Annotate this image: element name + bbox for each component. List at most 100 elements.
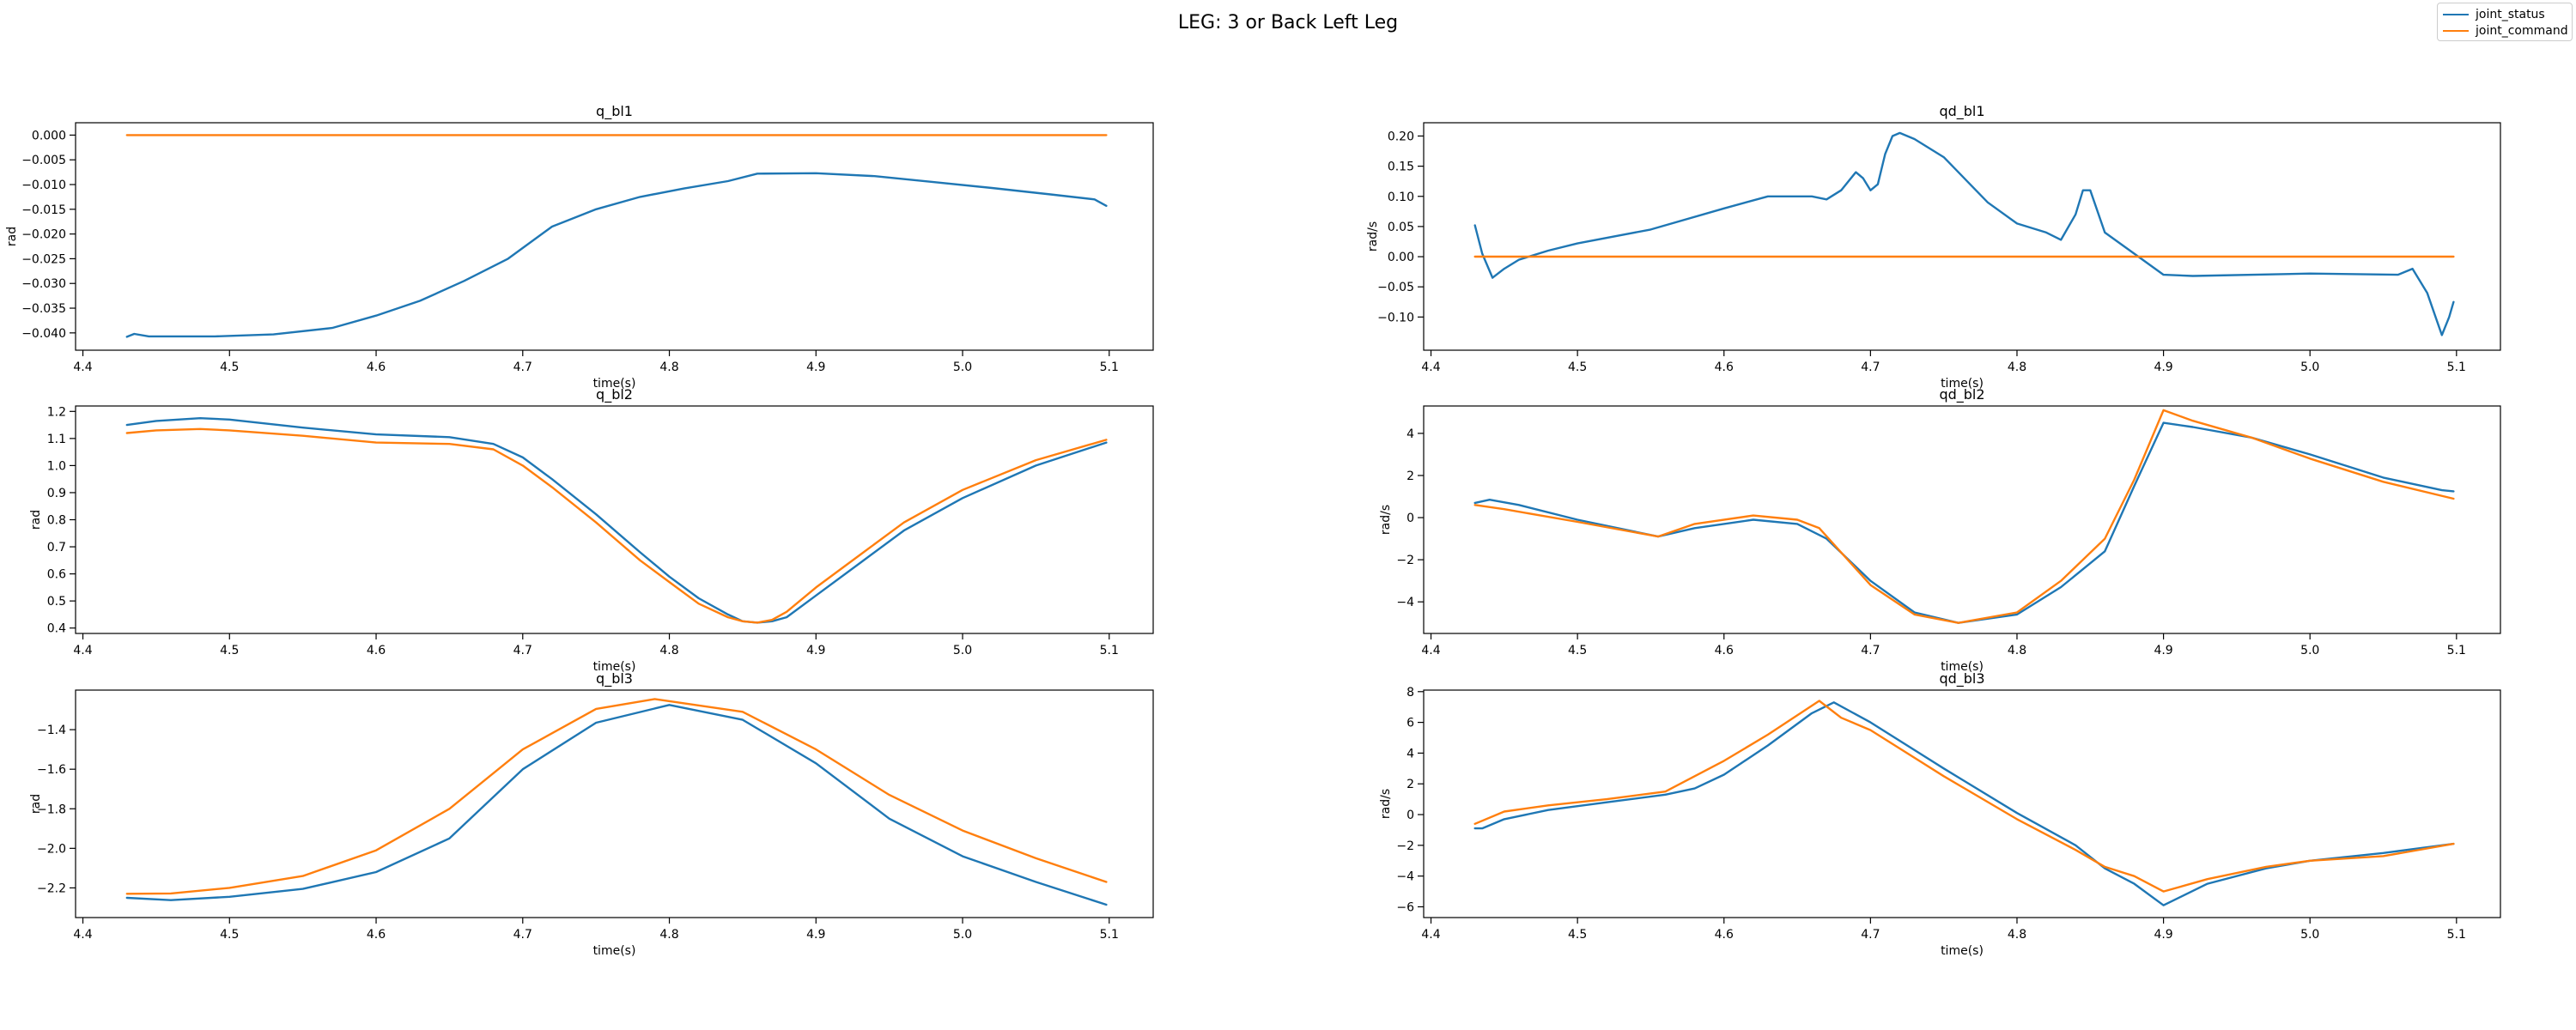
axes-frame-q-bl2 (75, 405, 1154, 634)
y-tick-label: −4 (1396, 870, 1414, 884)
series-line-joint-status-qd-bl3 (1473, 701, 2455, 906)
x-tick-label: 4.6 (367, 644, 386, 657)
y-tick-label: 0.20 (1388, 130, 1414, 143)
subplot-title-qd-bl2: qd_bl2 (1939, 386, 1984, 403)
y-axis-label-qd-bl1: rad/s (1366, 221, 1380, 251)
legend-line-joint-status (2443, 14, 2469, 15)
x-tick-label: 4.7 (513, 360, 532, 374)
x-tick-label: 4.8 (659, 360, 678, 374)
y-axis-label-q-bl3: rad (29, 794, 43, 814)
y-tick-label: 0.5 (47, 595, 66, 609)
y-tick-label: 6 (1406, 717, 1414, 730)
series-line-joint-status-qd-bl1 (1473, 131, 2455, 336)
subplot-title-q-bl1: q_bl1 (596, 103, 633, 120)
x-tick-label: 4.9 (806, 644, 825, 657)
x-tick-label: 4.5 (1568, 360, 1587, 374)
y-tick-label: 4 (1406, 427, 1414, 441)
x-tick-label: 4.9 (2154, 360, 2172, 374)
x-tick-label: 4.7 (1861, 360, 1880, 374)
x-tick-label: 4.8 (2008, 928, 2026, 942)
x-tick-label: 4.9 (806, 928, 825, 942)
axes-frame-q-bl3 (75, 689, 1154, 918)
y-tick-label: −0.015 (21, 203, 66, 217)
legend-entry-joint-status: joint_status (2443, 7, 2545, 22)
series-line-joint-command-qd-bl3 (1473, 700, 2455, 893)
legend-entry-joint-command: joint_command (2443, 23, 2568, 39)
x-tick-label: 5.0 (2300, 360, 2319, 374)
x-tick-label: 4.4 (73, 928, 92, 942)
y-tick-label: 0 (1406, 809, 1414, 822)
x-tick-label: 4.9 (2154, 644, 2172, 657)
y-tick-label: 0.7 (47, 541, 66, 554)
x-tick-label: 4.6 (367, 928, 386, 942)
x-tick-label: 4.5 (1568, 644, 1587, 657)
x-tick-label: 4.9 (806, 360, 825, 374)
x-tick-label: 4.6 (367, 360, 386, 374)
subplot-title-q-bl2: q_bl2 (596, 386, 633, 403)
axes-frame-qd-bl2 (1423, 405, 2501, 634)
x-tick-label: 4.6 (1715, 928, 1734, 942)
y-tick-label: −1.6 (37, 763, 66, 777)
y-tick-label: 0.6 (47, 568, 66, 582)
x-axis-label-qd-bl2: time(s) (1941, 660, 1984, 674)
y-tick-label: −0.05 (1377, 281, 1414, 294)
axes-frame-qd-bl1 (1423, 122, 2501, 351)
x-tick-label: 4.4 (1421, 928, 1440, 942)
y-tick-label: −0.010 (21, 179, 66, 192)
x-tick-label: 5.0 (2300, 928, 2319, 942)
x-tick-label: 5.0 (953, 644, 972, 657)
x-tick-label: 4.7 (1861, 644, 1880, 657)
y-tick-label: 0.4 (47, 622, 66, 636)
y-tick-label: 2 (1406, 470, 1414, 483)
x-tick-label: 4.8 (2008, 360, 2026, 374)
x-tick-label: 4.9 (2154, 928, 2172, 942)
x-tick-label: 5.1 (2447, 360, 2466, 374)
x-tick-label: 4.6 (1715, 644, 1734, 657)
x-tick-label: 4.5 (1568, 928, 1587, 942)
y-tick-label: −0.020 (21, 228, 66, 242)
x-tick-label: 5.0 (2300, 644, 2319, 657)
x-tick-label: 4.7 (513, 928, 532, 942)
x-tick-label: 5.1 (2447, 928, 2466, 942)
x-tick-label: 4.5 (220, 360, 239, 374)
x-axis-label-q-bl3: time(s) (593, 944, 636, 958)
series-line-joint-command-qd-bl2 (1473, 409, 2455, 624)
x-tick-label: 5.0 (953, 360, 972, 374)
x-tick-label: 5.1 (2447, 644, 2466, 657)
y-tick-label: 1.0 (47, 459, 66, 473)
y-tick-label: 0.05 (1388, 221, 1414, 234)
y-tick-label: −4 (1396, 596, 1414, 609)
x-tick-label: 4.4 (1421, 360, 1440, 374)
series-line-joint-status-q-bl3 (125, 704, 1108, 906)
y-tick-label: −0.025 (21, 252, 66, 266)
y-tick-label: 0.15 (1388, 161, 1414, 174)
y-tick-label: 0.9 (47, 487, 66, 500)
y-tick-label: −2.0 (37, 842, 66, 856)
x-tick-label: 4.5 (220, 928, 239, 942)
y-tick-label: −0.10 (1377, 311, 1414, 324)
x-tick-label: 5.1 (1100, 360, 1119, 374)
y-tick-label: −0.040 (21, 327, 66, 341)
y-axis-label-q-bl1: rad (5, 227, 19, 246)
y-tick-label: −1.4 (37, 724, 66, 737)
legend-label-joint-status: joint_status (2476, 8, 2545, 21)
y-tick-label: 0.8 (47, 514, 66, 528)
x-tick-label: 5.1 (1100, 928, 1119, 942)
y-tick-label: 1.1 (47, 433, 66, 446)
series-line-joint-status-qd-bl2 (1473, 421, 2455, 624)
x-tick-label: 4.4 (73, 360, 92, 374)
x-tick-label: 4.8 (659, 928, 678, 942)
legend: joint_status joint_command (2437, 3, 2573, 41)
x-tick-label: 4.7 (1861, 928, 1880, 942)
x-tick-label: 4.4 (1421, 644, 1440, 657)
y-axis-label-qd-bl2: rad/s (1379, 505, 1393, 535)
y-tick-label: −0.035 (21, 302, 66, 316)
series-line-joint-command-q-bl3 (125, 698, 1108, 895)
y-axis-label-q-bl2: rad (29, 510, 43, 530)
series-line-joint-status-q-bl1 (125, 172, 1108, 338)
y-tick-label: 4 (1406, 747, 1414, 760)
x-tick-label: 4.7 (513, 644, 532, 657)
y-tick-label: 1.2 (47, 405, 66, 419)
x-axis-label-q-bl2: time(s) (593, 660, 636, 674)
series-line-joint-command-q-bl2 (125, 427, 1108, 624)
